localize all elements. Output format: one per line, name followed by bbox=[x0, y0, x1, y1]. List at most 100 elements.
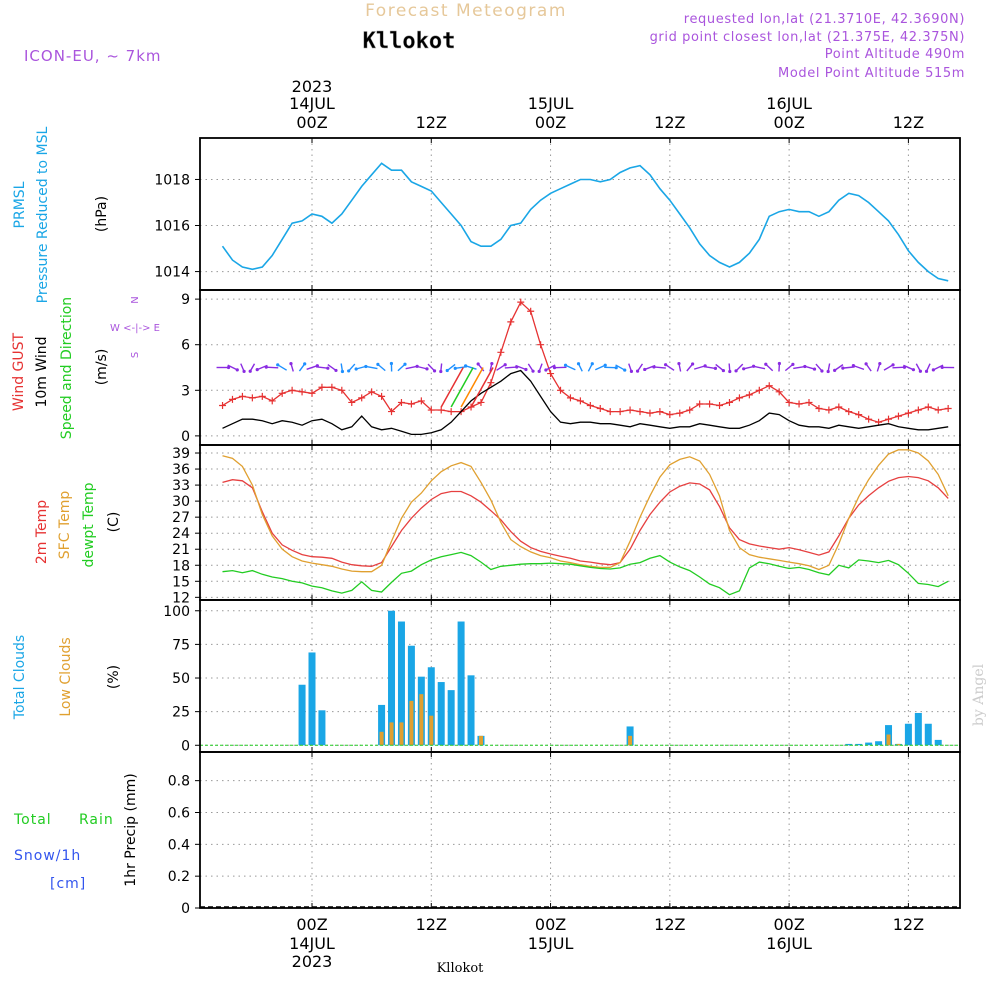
series-dewpt-temp bbox=[222, 551, 949, 596]
gust-marker bbox=[676, 409, 684, 417]
wind-arrow-head bbox=[629, 369, 634, 373]
snow-label: Snow/1h bbox=[14, 848, 81, 864]
gust-marker bbox=[308, 389, 316, 397]
wind-arrow bbox=[715, 363, 724, 372]
wind-arrow-head bbox=[826, 369, 830, 374]
bottom-axis-date: 14JUL bbox=[289, 934, 335, 953]
wind-arrow-head bbox=[326, 366, 330, 370]
total-cloud-bar bbox=[904, 723, 912, 746]
wind-arrow-head bbox=[742, 367, 746, 371]
panel-4: 0 25 50 75 100 bbox=[163, 599, 961, 754]
compass-s: S bbox=[130, 352, 141, 358]
top-axis-hour: 12Z bbox=[893, 113, 924, 132]
wind-arrow-head bbox=[791, 362, 795, 366]
wind-arrow-head bbox=[918, 369, 922, 373]
precip-panel-labels: Total Rain Snow/1h [cm] 1hr Precip (mm) bbox=[13, 773, 139, 892]
gust-marker bbox=[467, 403, 475, 411]
wind-arrow-head bbox=[677, 361, 681, 366]
gust-marker bbox=[914, 406, 922, 414]
y-tick-label: 0 bbox=[181, 901, 190, 917]
gust-marker bbox=[885, 415, 893, 423]
wind-arrow bbox=[903, 364, 914, 371]
wind-arrow bbox=[853, 364, 865, 371]
wind-arrow-head bbox=[931, 368, 935, 372]
wind-arrow-head bbox=[242, 369, 246, 373]
low-cloud-bar bbox=[389, 722, 394, 746]
wind-arrow-head bbox=[537, 369, 541, 373]
wind-arrow-head bbox=[663, 363, 668, 367]
total-cloud-bar bbox=[457, 621, 465, 746]
wind-arrow-head bbox=[864, 362, 868, 366]
total-cloud-bar bbox=[407, 645, 415, 746]
gust-marker bbox=[865, 415, 873, 423]
gust-marker bbox=[755, 386, 763, 394]
panel-2: 0 3 6 9 bbox=[181, 289, 961, 446]
wind-arrow-head bbox=[289, 361, 293, 366]
total-clouds-label: Total Clouds bbox=[12, 635, 28, 720]
gust-marker bbox=[586, 401, 594, 409]
wind-arrow bbox=[227, 364, 238, 371]
gust-marker bbox=[924, 403, 932, 411]
y-tick-label: 0.6 bbox=[168, 805, 190, 821]
wind-arrow bbox=[834, 364, 844, 371]
top-axis-date: 15JUL bbox=[528, 94, 574, 113]
wind-arrow-head bbox=[891, 363, 895, 367]
wind-arrow-head bbox=[652, 365, 656, 369]
top-axis-hour: 12Z bbox=[654, 113, 685, 132]
wind10-label: 10m Wind bbox=[34, 336, 50, 407]
gust-marker bbox=[328, 383, 336, 391]
wind-arrow bbox=[803, 365, 815, 370]
gust-marker bbox=[557, 386, 564, 394]
y-tick-label: 1018 bbox=[154, 172, 190, 188]
wind-arrow-strong bbox=[440, 367, 464, 408]
wind-arrow-head bbox=[590, 362, 594, 366]
total-cloud-bar bbox=[308, 652, 316, 746]
wind-arrow-head bbox=[403, 362, 407, 366]
wind-arrow-head bbox=[389, 361, 394, 366]
y-tick-label: 24 bbox=[172, 526, 190, 542]
y-tick-label: 15 bbox=[172, 574, 190, 590]
wind-arrow-head bbox=[851, 364, 856, 368]
model-label: ICON-EU, ~ 7km bbox=[24, 47, 162, 65]
cloud-panel-labels: Total Clouds Low Clouds (%) bbox=[12, 635, 122, 720]
wind-arrow-head bbox=[614, 366, 618, 370]
wind-arrow bbox=[405, 365, 418, 370]
gust-marker bbox=[894, 412, 902, 420]
wind-arrow bbox=[446, 363, 456, 372]
gust-marker bbox=[716, 401, 724, 409]
credit-watermark: by Angel bbox=[971, 663, 987, 726]
gust-marker bbox=[825, 406, 833, 414]
wind-arrow bbox=[565, 364, 576, 371]
y-tick-label: 0.8 bbox=[168, 774, 190, 790]
top-axis-hour: 12Z bbox=[416, 113, 447, 132]
gust-marker bbox=[696, 400, 704, 408]
compass-n: N bbox=[130, 296, 141, 303]
wind-arrow bbox=[545, 364, 556, 371]
temp-panel-labels: 2m Temp SFC Temp dewpt Temp (C) bbox=[34, 482, 122, 567]
gust-marker bbox=[338, 386, 346, 394]
gust-marker bbox=[219, 401, 227, 409]
gust-marker bbox=[547, 370, 555, 378]
gust-marker bbox=[388, 408, 396, 416]
gust-marker bbox=[775, 388, 783, 396]
gust-marker bbox=[795, 400, 803, 408]
wind-arrow-head bbox=[347, 369, 351, 373]
total-cloud-bar bbox=[318, 710, 326, 746]
low-cloud-bar bbox=[896, 743, 901, 746]
top-axis-hour: 00Z bbox=[535, 113, 566, 132]
wind-arrow bbox=[753, 365, 766, 370]
wind-arrow bbox=[594, 364, 606, 371]
sfc-label: SFC Temp bbox=[57, 491, 73, 560]
wind-panel-labels: Wind GUST 10m Wind Speed and Direction (… bbox=[11, 296, 160, 439]
y-tick-label: 0 bbox=[181, 429, 190, 445]
wind-arrow-head bbox=[576, 362, 581, 366]
y-tick-label: 0 bbox=[181, 738, 190, 754]
gust-marker bbox=[666, 411, 674, 419]
gust-marker bbox=[318, 383, 326, 391]
location-title: Kllokot bbox=[363, 29, 456, 54]
wind-arrow bbox=[842, 366, 855, 369]
wind-arrow bbox=[892, 366, 905, 369]
